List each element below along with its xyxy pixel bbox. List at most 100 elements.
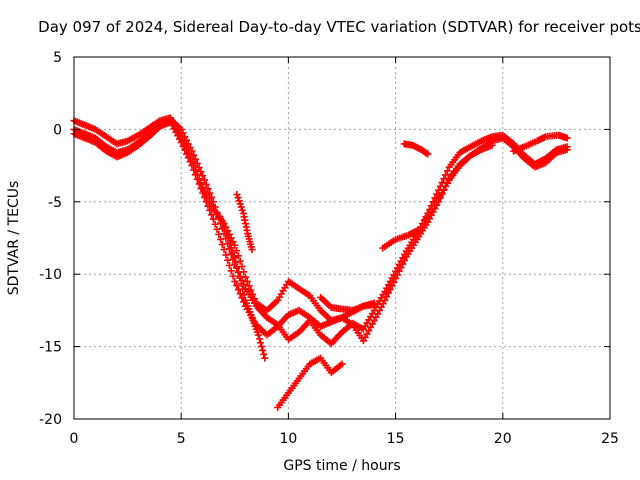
data-point: [239, 285, 247, 293]
data-point: [236, 274, 244, 282]
data-point: [197, 168, 205, 176]
data-point: [240, 291, 248, 299]
data-point: [220, 246, 228, 254]
data-point: [231, 241, 239, 249]
data-point: [219, 220, 227, 228]
data-point: [242, 273, 250, 281]
data-point: [236, 257, 244, 265]
series-track-8: [379, 227, 421, 252]
data-point: [190, 151, 198, 159]
data-point: [261, 354, 269, 362]
data-point: [197, 185, 205, 193]
data-point: [222, 251, 230, 259]
data-point: [225, 262, 233, 270]
data-point: [184, 140, 192, 148]
data-point: [177, 138, 185, 146]
x-axis-label: GPS time / hours: [283, 458, 400, 474]
x-tick-label: 10: [279, 431, 297, 447]
data-point: [223, 230, 231, 238]
data-point: [370, 301, 378, 309]
data-point: [177, 125, 185, 133]
data-point: [215, 230, 223, 238]
axis-ticks: 0 5 10 15 20 25 -20 -15 -10 -5 0 5: [39, 50, 619, 447]
x-tick-label: 25: [601, 431, 619, 447]
data-point: [229, 272, 237, 280]
data-point: [224, 256, 232, 264]
data-point: [563, 134, 571, 142]
y-tick-label: -20: [39, 412, 62, 428]
data-point: [217, 235, 225, 243]
data-point: [233, 191, 241, 199]
data-point: [206, 189, 214, 197]
series-track-5: [274, 354, 346, 411]
data-point: [259, 346, 267, 354]
data-point: [191, 171, 199, 179]
data-point: [237, 280, 245, 288]
data-point: [227, 244, 235, 252]
data-point: [211, 220, 219, 228]
y-tick-label: -10: [39, 267, 62, 283]
data-point: [233, 263, 241, 271]
data-point: [390, 278, 398, 286]
data-point: [381, 296, 389, 304]
data-point: [193, 175, 201, 183]
data-point: [245, 282, 253, 290]
data-point: [184, 154, 192, 162]
data-point: [222, 227, 230, 235]
data-point: [179, 142, 187, 150]
data-point: [213, 225, 221, 233]
series-track-4: [216, 212, 269, 362]
data-point: [424, 150, 432, 158]
series-track-9: [422, 141, 496, 223]
data-point: [183, 150, 191, 158]
data-point: [218, 241, 226, 249]
y-tick-label: 5: [53, 50, 62, 66]
data-point: [193, 159, 201, 167]
data-point: [200, 193, 208, 201]
data-point: [216, 212, 224, 220]
data-point: [217, 216, 225, 224]
data-point: [563, 146, 571, 154]
data-point: [209, 215, 217, 223]
data-point: [204, 185, 212, 193]
data-point: [195, 180, 203, 188]
data-point: [220, 223, 228, 231]
data-point: [442, 171, 450, 179]
x-tick-label: 5: [177, 431, 186, 447]
y-axis-label: SDTVAR / TECUs: [6, 181, 22, 296]
data-point: [234, 269, 242, 277]
data-point: [401, 256, 409, 264]
data-point: [255, 335, 263, 343]
data-point: [238, 206, 246, 214]
data-point: [395, 267, 403, 275]
data-point: [230, 253, 238, 261]
series-track-10: [510, 131, 571, 155]
data-point: [488, 141, 496, 149]
data-point: [232, 258, 240, 266]
data-point: [208, 211, 216, 219]
data-point: [397, 264, 405, 272]
data-point: [229, 238, 237, 246]
data-point: [383, 293, 391, 301]
data-points: [70, 114, 571, 411]
data-point: [204, 202, 212, 210]
data-point: [248, 246, 256, 254]
data-point: [243, 277, 251, 285]
data-point: [249, 290, 257, 298]
data-point: [186, 158, 194, 166]
data-point: [188, 147, 196, 155]
data-point: [392, 275, 400, 283]
data-point: [224, 234, 232, 242]
data-point: [226, 239, 234, 247]
y-tick-label: -15: [39, 340, 62, 356]
data-point: [227, 267, 235, 275]
data-point: [257, 339, 265, 347]
data-point: [202, 180, 210, 188]
data-point: [254, 331, 262, 339]
data-point: [235, 197, 243, 205]
data-point: [233, 282, 241, 290]
data-point: [384, 289, 392, 297]
